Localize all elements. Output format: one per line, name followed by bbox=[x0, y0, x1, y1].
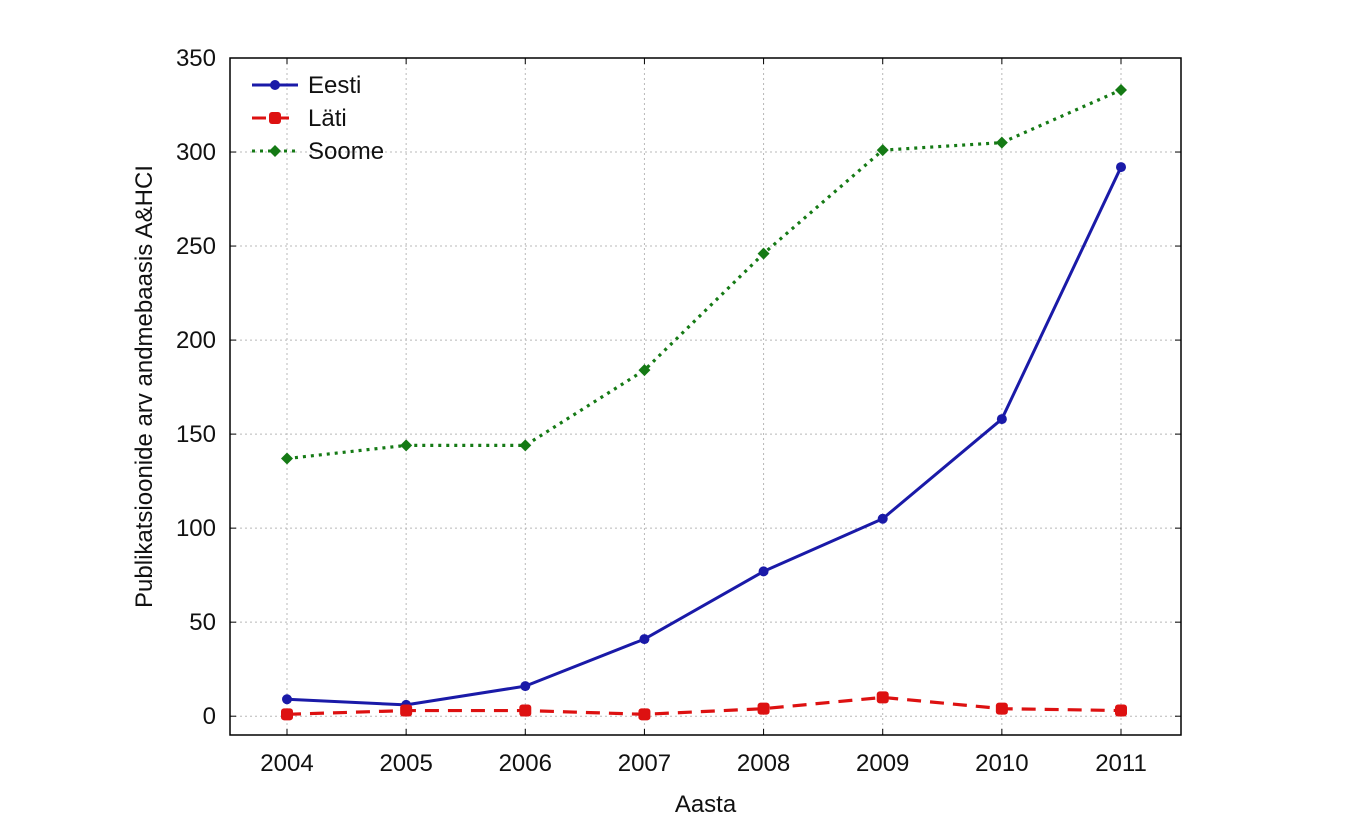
x-tick-label: 2004 bbox=[260, 750, 313, 777]
legend-label-eesti: Eesti bbox=[308, 72, 361, 99]
legend-label-l-ti: Läti bbox=[308, 105, 347, 132]
data-point-l-ti bbox=[1115, 704, 1127, 717]
legend-label-soome: Soome bbox=[308, 138, 384, 165]
data-point-eesti bbox=[1116, 162, 1126, 173]
x-tick-label: 2006 bbox=[499, 750, 552, 777]
data-point-eesti bbox=[639, 634, 650, 645]
series-line-l-ti bbox=[286, 695, 1122, 716]
data-point-soome bbox=[281, 452, 293, 465]
series-soome bbox=[281, 83, 1127, 465]
x-tick-label: 2008 bbox=[737, 750, 790, 777]
data-point-eesti bbox=[996, 414, 1007, 425]
data-point-l-ti bbox=[995, 702, 1008, 715]
y-tick-label: 200 bbox=[176, 327, 216, 354]
data-point-soome bbox=[400, 439, 413, 452]
plot-frame bbox=[229, 57, 1182, 736]
x-tick-label: 2007 bbox=[618, 750, 671, 777]
data-point-l-ti bbox=[400, 704, 413, 717]
y-tick-label: 50 bbox=[189, 609, 216, 636]
data-point-l-ti bbox=[638, 708, 651, 721]
y-tick-label: 0 bbox=[203, 703, 216, 730]
data-point-eesti bbox=[520, 681, 531, 692]
x-axis-title: Aasta bbox=[675, 791, 737, 818]
x-tick-label: 2005 bbox=[379, 750, 432, 777]
series-eesti bbox=[282, 162, 1126, 710]
data-point-l-ti bbox=[281, 708, 293, 721]
data-point-soome bbox=[638, 364, 651, 377]
legend-item-eesti: Eesti bbox=[252, 72, 361, 99]
x-tick-label: 2009 bbox=[856, 750, 909, 777]
data-point-eesti bbox=[758, 566, 769, 577]
data-point-eesti bbox=[877, 513, 888, 524]
data-point-l-ti bbox=[757, 702, 770, 715]
y-tick-label: 250 bbox=[176, 233, 216, 260]
legend-item-l-ti: Läti bbox=[252, 105, 347, 132]
series-line-soome bbox=[286, 88, 1122, 461]
legend-item-soome: Soome bbox=[252, 138, 384, 165]
legend-marker-soome bbox=[269, 145, 281, 157]
series-lines bbox=[281, 83, 1127, 721]
series-l-ti bbox=[281, 691, 1127, 721]
legend-marker-eesti bbox=[270, 80, 280, 90]
legend: Eesti Läti Soome bbox=[252, 72, 384, 165]
data-point-soome bbox=[519, 439, 532, 452]
y-axis-title: Publikatsioonide arv andmebaasis A&HCI bbox=[131, 165, 158, 608]
series-line-eesti bbox=[286, 166, 1123, 707]
data-point-l-ti bbox=[876, 691, 889, 704]
legend-marker-l-ti bbox=[269, 112, 281, 124]
data-point-soome bbox=[757, 247, 770, 260]
y-tick-label: 300 bbox=[176, 139, 216, 166]
axis-ticks: 0 50 100 150 200 250 300 350 2004 2005 2006 2007 200… bbox=[176, 45, 1181, 777]
x-tick-label: 2010 bbox=[975, 750, 1028, 777]
data-point-soome bbox=[995, 136, 1008, 149]
y-tick-label: 100 bbox=[176, 515, 216, 542]
data-point-soome bbox=[876, 144, 889, 157]
data-point-soome bbox=[1115, 83, 1127, 96]
x-tick-label: 2011 bbox=[1095, 750, 1147, 777]
data-point-eesti bbox=[282, 694, 292, 705]
y-tick-label: 150 bbox=[176, 421, 216, 448]
data-point-l-ti bbox=[519, 704, 532, 717]
y-tick-label: 350 bbox=[176, 45, 216, 72]
